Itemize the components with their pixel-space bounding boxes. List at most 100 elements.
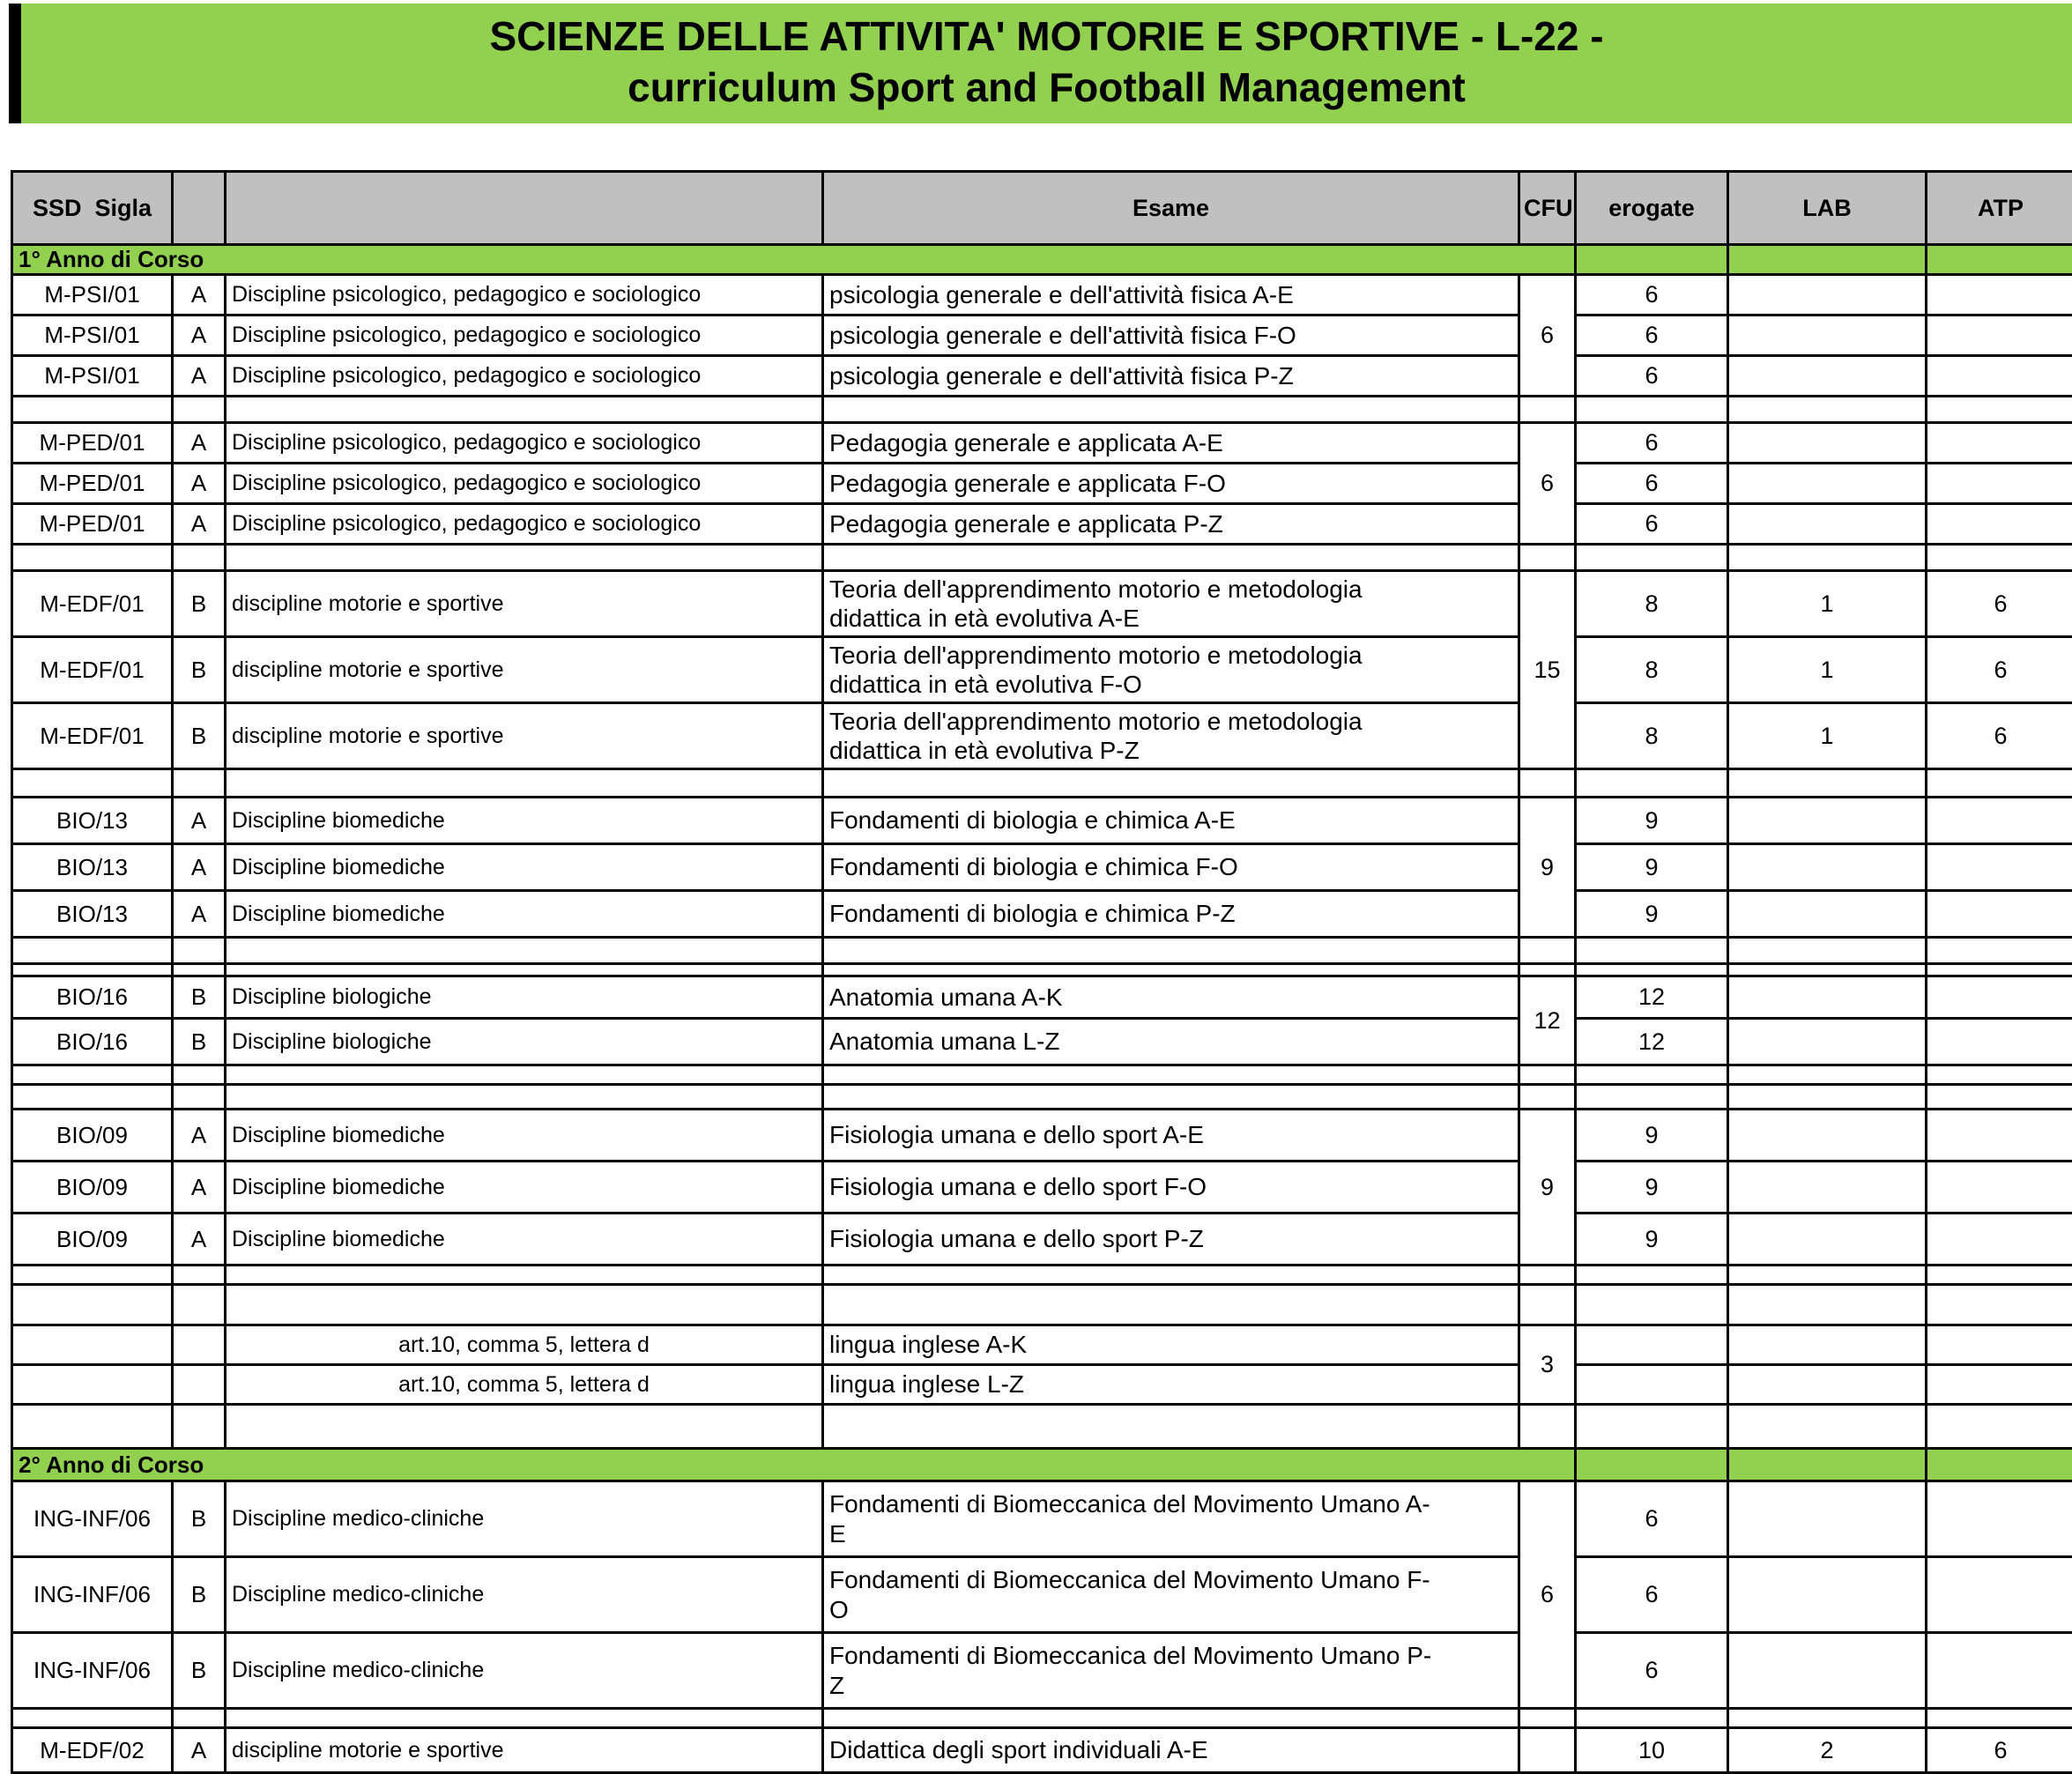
lab-cell	[1728, 976, 1927, 1019]
ssd-cell: BIO/09	[12, 1110, 173, 1162]
cfu-cell	[1519, 1405, 1576, 1449]
erogate-cell: 6	[1576, 275, 1728, 315]
ambito-cell: Discipline biomediche	[226, 844, 823, 891]
tipo-cell	[173, 1085, 226, 1110]
lab-cell	[1728, 769, 1927, 798]
header-cfu: CFU	[1519, 172, 1576, 245]
atp-cell: 6	[1927, 703, 2072, 769]
atp-cell	[1927, 464, 2072, 504]
ssd-cell: BIO/13	[12, 844, 173, 891]
atp-cell	[1927, 938, 2072, 964]
esame-cell	[823, 1266, 1519, 1285]
erogate-cell: 12	[1576, 976, 1728, 1019]
tipo-cell: B	[173, 1557, 226, 1633]
erogate-cell	[1576, 1065, 1728, 1085]
atp-cell: 6	[1927, 637, 2072, 703]
ssd-cell: M-PSI/01	[12, 356, 173, 397]
esame-cell	[823, 1709, 1519, 1728]
erogate-cell: 6	[1576, 1633, 1728, 1709]
header-lab: LAB	[1728, 172, 1927, 245]
ssd-cell: M-PED/01	[12, 464, 173, 504]
tipo-cell	[173, 1285, 226, 1325]
ssd-cell	[12, 545, 173, 571]
ambito-cell	[226, 545, 823, 571]
ambito-cell: Discipline biomediche	[226, 1162, 823, 1214]
atp-cell	[1927, 315, 2072, 356]
lab-cell: 1	[1728, 571, 1927, 637]
esame-cell	[823, 397, 1519, 423]
tipo-cell: A	[173, 891, 226, 938]
esame-cell	[823, 964, 1519, 976]
ambito-cell: Discipline biologiche	[226, 976, 823, 1019]
ssd-cell: BIO/16	[12, 1019, 173, 1065]
ambito-cell: discipline motorie e sportive	[226, 637, 823, 703]
ambito-cell: art.10, comma 5, lettera d	[226, 1365, 823, 1405]
lab-cell	[1728, 1019, 1927, 1065]
esame-cell: lingua inglese L-Z	[823, 1365, 1519, 1405]
atp-cell	[1927, 356, 2072, 397]
esame-cell: Didattica degli sport individuali A-E	[823, 1728, 1519, 1773]
atp-cell	[1927, 423, 2072, 464]
esame-cell	[823, 545, 1519, 571]
ambito-cell	[226, 938, 823, 964]
esame-cell: lingua inglese A-K	[823, 1325, 1519, 1365]
ssd-cell: M-PED/01	[12, 423, 173, 464]
erogate-cell	[1576, 1285, 1728, 1325]
header-ambito	[226, 172, 823, 245]
spacer-row	[12, 1709, 2072, 1728]
erogate-cell: 8	[1576, 637, 1728, 703]
erogate-cell: 10	[1576, 1728, 1728, 1773]
ambito-cell: Discipline biologiche	[226, 1019, 823, 1065]
erogate-cell: 9	[1576, 891, 1728, 938]
ssd-cell: BIO/09	[12, 1162, 173, 1214]
cfu-cell	[1519, 1285, 1576, 1325]
esame-cell	[823, 769, 1519, 798]
esame-cell	[823, 1285, 1519, 1325]
ssd-cell	[12, 964, 173, 976]
spacer-row	[12, 1085, 2072, 1110]
atp-cell	[1927, 397, 2072, 423]
atp-cell	[1927, 844, 2072, 891]
ambito-cell: Discipline medico-cliniche	[226, 1633, 823, 1709]
lab-cell	[1728, 1365, 1927, 1405]
atp-cell	[1927, 976, 2072, 1019]
cfu-cell: 3	[1519, 1325, 1576, 1405]
lab-cell	[1728, 798, 1927, 844]
atp-cell	[1927, 1019, 2072, 1065]
esame-cell: Fondamenti di biologia e chimica P-Z	[823, 891, 1519, 938]
erogate-cell: 9	[1576, 1162, 1728, 1214]
atp-cell	[1927, 769, 2072, 798]
cfu-cell: 9	[1519, 1110, 1576, 1266]
lab-cell	[1728, 423, 1927, 464]
ssd-cell	[12, 769, 173, 798]
tipo-cell: A	[173, 798, 226, 844]
lab-cell: 1	[1728, 703, 1927, 769]
tipo-cell	[173, 1325, 226, 1365]
erogate-cell: 6	[1576, 1481, 1728, 1557]
lab-cell	[1728, 1110, 1927, 1162]
ssd-cell: ING-INF/06	[12, 1557, 173, 1633]
erogate-cell: 9	[1576, 844, 1728, 891]
tipo-cell: B	[173, 637, 226, 703]
cfu-cell	[1519, 1266, 1576, 1285]
cfu-cell	[1519, 1065, 1576, 1085]
atp-cell: 6	[1927, 1728, 2072, 1773]
tipo-cell: A	[173, 315, 226, 356]
atp-cell	[1927, 1325, 2072, 1365]
atp-cell	[1927, 798, 2072, 844]
tipo-cell: B	[173, 1019, 226, 1065]
esame-cell: psicologia generale e dell'attività fisi…	[823, 315, 1519, 356]
ssd-cell	[12, 1325, 173, 1365]
erogate-cell: 9	[1576, 1214, 1728, 1266]
section-row: 1° Anno di Corso	[12, 245, 2072, 275]
lab-cell	[1728, 1633, 1927, 1709]
atp-cell	[1927, 1085, 2072, 1110]
ssd-cell	[12, 938, 173, 964]
esame-cell: psicologia generale e dell'attività fisi…	[823, 275, 1519, 315]
